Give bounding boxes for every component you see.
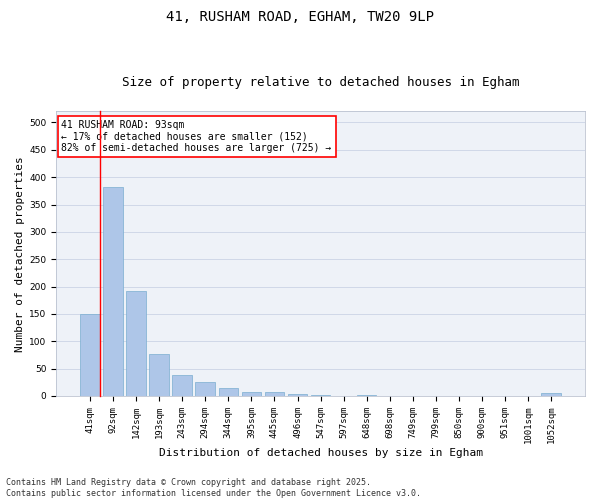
Bar <box>242 392 261 396</box>
Text: Contains HM Land Registry data © Crown copyright and database right 2025.
Contai: Contains HM Land Registry data © Crown c… <box>6 478 421 498</box>
Y-axis label: Number of detached properties: Number of detached properties <box>15 156 25 352</box>
X-axis label: Distribution of detached houses by size in Egham: Distribution of detached houses by size … <box>158 448 482 458</box>
Bar <box>288 394 307 396</box>
Bar <box>126 291 146 396</box>
Title: Size of property relative to detached houses in Egham: Size of property relative to detached ho… <box>122 76 520 90</box>
Bar <box>196 382 215 396</box>
Bar <box>103 187 123 396</box>
Bar <box>149 354 169 396</box>
Bar <box>541 394 561 396</box>
Bar <box>172 375 192 396</box>
Bar <box>218 388 238 396</box>
Bar <box>80 314 100 396</box>
Text: 41, RUSHAM ROAD, EGHAM, TW20 9LP: 41, RUSHAM ROAD, EGHAM, TW20 9LP <box>166 10 434 24</box>
Bar <box>265 392 284 396</box>
Text: 41 RUSHAM ROAD: 93sqm
← 17% of detached houses are smaller (152)
82% of semi-det: 41 RUSHAM ROAD: 93sqm ← 17% of detached … <box>61 120 332 153</box>
